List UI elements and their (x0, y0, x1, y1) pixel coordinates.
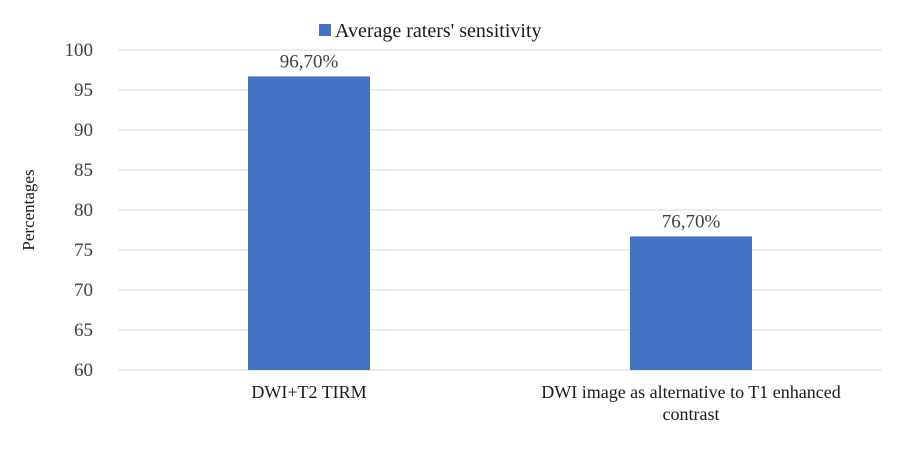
y-tick-label: 90 (74, 120, 93, 141)
data-labels: 96,70% 76,70% (280, 51, 721, 232)
y-tick-label: 95 (74, 80, 93, 101)
y-axis-title: Percentages (19, 169, 38, 250)
x-category-label: DWI image as alternative to T1 enhanced (541, 382, 841, 402)
y-tick-label: 75 (74, 240, 93, 261)
bar (630, 236, 752, 370)
data-label: 76,70% (662, 211, 721, 232)
x-axis-categories: DWI+T2 TIRM DWI image as alternative to T… (251, 382, 840, 424)
y-tick-label: 80 (74, 200, 93, 221)
y-tick-label: 70 (74, 280, 93, 301)
bars (248, 76, 752, 371)
y-tick-label: 65 (74, 320, 93, 341)
data-label: 96,70% (280, 51, 339, 72)
legend: Average raters' sensitivity (319, 20, 542, 42)
x-category-label: DWI+T2 TIRM (251, 382, 366, 402)
y-tick-label: 85 (74, 160, 93, 181)
y-tick-label: 100 (65, 40, 94, 61)
legend-label: Average raters' sensitivity (335, 20, 542, 42)
y-axis-ticks: 60 65 70 75 80 85 90 95 100 (65, 40, 94, 381)
legend-swatch (319, 24, 331, 36)
gridlines (118, 49, 882, 371)
bar (248, 76, 370, 371)
x-category-label: contrast (663, 404, 720, 424)
y-tick-label: 60 (74, 360, 93, 381)
